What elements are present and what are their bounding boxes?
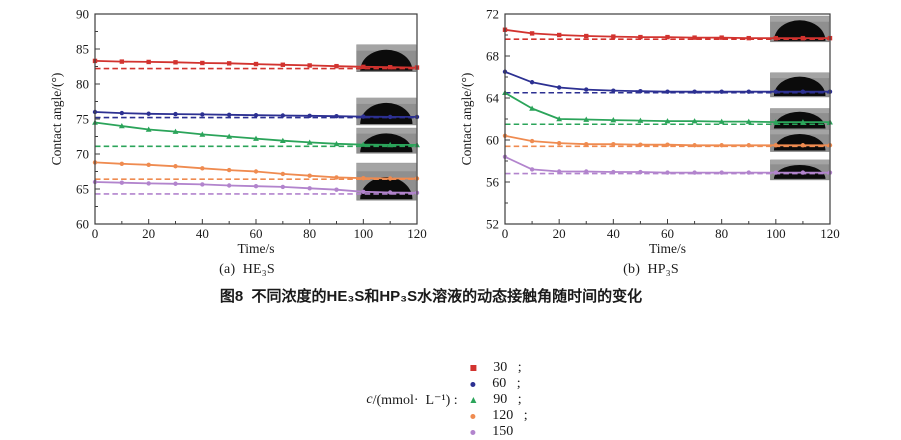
legend-separator: ; xyxy=(514,392,522,407)
circle-marker-icon xyxy=(470,413,476,419)
svg-text:52: 52 xyxy=(486,217,499,232)
svg-text:64: 64 xyxy=(486,91,500,106)
triangle-marker-icon xyxy=(470,397,477,403)
y-axis-label: Contact angle/(°) xyxy=(459,73,474,166)
svg-text:0: 0 xyxy=(92,226,99,241)
svg-text:68: 68 xyxy=(486,49,499,64)
svg-text:20: 20 xyxy=(553,226,566,241)
svg-text:70: 70 xyxy=(76,147,89,162)
svg-text:80: 80 xyxy=(76,77,89,92)
circle-marker-icon xyxy=(470,429,476,435)
svg-text:80: 80 xyxy=(303,226,316,241)
droplet-photo-inset xyxy=(356,97,417,126)
axis-ticks: 0 20 40 60 80 100 120 60 65 70 75 80 85 90 xyxy=(76,7,427,242)
svg-text:0: 0 xyxy=(502,226,509,241)
svg-text:60: 60 xyxy=(661,226,674,241)
legend-item-label: 60 xyxy=(492,376,507,391)
legend-items: 30 ; 60 ; 90 ; 120 ; 150 xyxy=(461,360,529,440)
legend-item-label: 150 xyxy=(492,424,514,439)
legend-separator: ; xyxy=(520,408,528,423)
series-150-curve xyxy=(92,179,420,196)
legend-prefix-units: /(mmol· L⁻¹) : xyxy=(372,392,462,408)
axis-ticks: 0 20 40 60 80 100 120 52 56 60 64 68 72 xyxy=(486,7,840,242)
circle-marker-icon xyxy=(470,381,476,387)
svg-text:90: 90 xyxy=(76,7,89,22)
panel-b-caption: (b) HP₃S xyxy=(623,262,679,277)
legend-separator: ; xyxy=(514,360,522,375)
series-120-curve xyxy=(502,133,833,148)
svg-text:60: 60 xyxy=(76,217,89,232)
droplet-photo-inset xyxy=(770,159,830,181)
svg-text:56: 56 xyxy=(486,175,500,190)
svg-text:60: 60 xyxy=(250,226,263,241)
legend-item-label: 120 xyxy=(492,408,514,423)
svg-text:100: 100 xyxy=(766,226,786,241)
series-30-curve xyxy=(92,58,420,70)
legend-item-150: 150 xyxy=(461,424,529,440)
legend-item-120: 120 ; xyxy=(461,408,529,424)
droplet-photo-inset xyxy=(770,129,830,152)
series-150-curve xyxy=(502,154,833,175)
legend-item-90: 90 ; xyxy=(461,392,529,408)
legend-item-30: 30 ; xyxy=(461,360,529,376)
series-60-curve xyxy=(502,69,833,94)
droplet-photo-inset xyxy=(356,162,417,201)
legend-item-label: 90 xyxy=(493,392,508,407)
series-90-curve xyxy=(92,119,420,148)
svg-text:85: 85 xyxy=(76,42,89,57)
droplet-photo-inset xyxy=(356,127,417,154)
svg-text:100: 100 xyxy=(354,226,374,241)
svg-text:60: 60 xyxy=(486,133,499,148)
svg-text:120: 120 xyxy=(407,226,427,241)
legend-item-label: 30 xyxy=(493,360,508,375)
y-axis-label: Contact angle/(°) xyxy=(49,73,64,166)
svg-text:75: 75 xyxy=(76,112,89,127)
svg-text:120: 120 xyxy=(820,226,840,241)
panel-a-caption: (a) HE₃S xyxy=(219,262,275,277)
square-marker-icon xyxy=(470,365,477,371)
legend-prefix-symbol: c xyxy=(366,392,373,407)
series-60-curve xyxy=(92,109,420,120)
x-axis-label: Time/s xyxy=(649,241,686,256)
legend-item-60: 60 ; xyxy=(461,376,529,392)
svg-text:72: 72 xyxy=(486,7,499,22)
svg-text:20: 20 xyxy=(142,226,155,241)
svg-text:40: 40 xyxy=(196,226,209,241)
x-axis-label: Time/s xyxy=(237,241,274,256)
svg-text:40: 40 xyxy=(607,226,620,241)
droplet-photo-inset xyxy=(770,108,830,130)
figure-caption: 图8 不同浓度的HE₃S和HP₃S水溶液的动态接触角随时间的变化 xyxy=(219,288,643,305)
svg-text:80: 80 xyxy=(715,226,728,241)
chart-panel-b: 0 20 40 60 80 100 120 52 56 60 64 68 72 Time/s Contact… xyxy=(459,7,840,257)
svg-text:65: 65 xyxy=(76,182,89,197)
legend-separator: ; xyxy=(513,376,521,391)
concentration-legend: c/(mmol· L⁻¹) : 30 ; 60 ; 90 ; 120 ; 150 xyxy=(366,360,529,440)
chart-panel-a: 0 20 40 60 80 100 120 60 65 70 75 80 85 90 Time/s Conta… xyxy=(49,7,427,257)
